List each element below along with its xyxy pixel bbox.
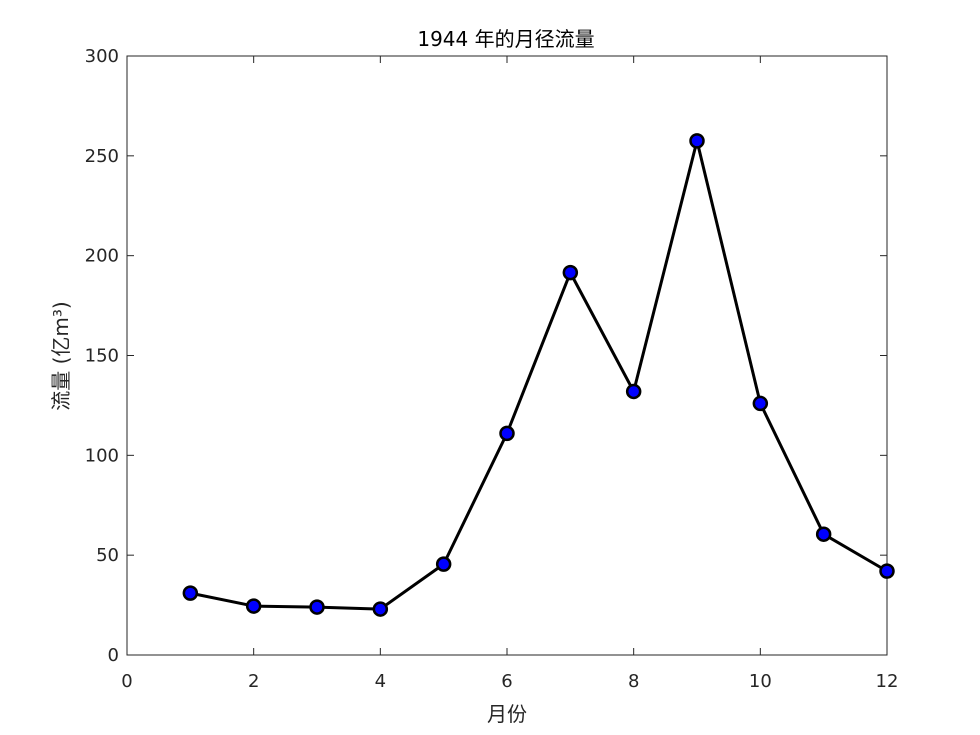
y-tick-label: 100 [85,445,119,466]
data-point [499,425,515,442]
x-tick-label: 2 [248,671,259,692]
x-tick-label: 10 [749,671,772,692]
data-point [879,563,895,579]
axis-ticks: 0 2 4 6 8 10 12 0 50 100 150 200 250 300 [85,46,899,692]
x-tick-label: 4 [375,671,386,692]
y-axis-label: 流量 (亿m³) [49,301,73,410]
data-point [182,585,199,601]
data-point [435,556,452,572]
chart-title: 1944 年的月径流量 [417,27,594,51]
x-tick-label: 8 [628,671,639,692]
data-point [689,133,705,149]
y-tick-label: 250 [85,146,119,167]
data-point [562,264,579,281]
data-point [372,601,389,617]
x-tick-label: 6 [501,671,512,692]
data-point [752,395,769,412]
y-tick-label: 50 [96,545,119,566]
y-tick-label: 200 [85,246,119,267]
y-tick-label: 300 [85,46,119,67]
x-tick-label: 12 [876,671,899,692]
data-point [245,598,262,614]
x-axis-label: 月份 [487,702,527,726]
y-tick-label: 150 [85,346,119,367]
data-series [182,133,895,617]
data-point [309,599,325,615]
series-line [190,139,888,611]
plot-area [126,55,888,656]
data-point [625,383,642,400]
data-point [815,526,832,542]
y-tick-label: 0 [108,645,119,666]
x-tick-label: 0 [121,671,132,692]
